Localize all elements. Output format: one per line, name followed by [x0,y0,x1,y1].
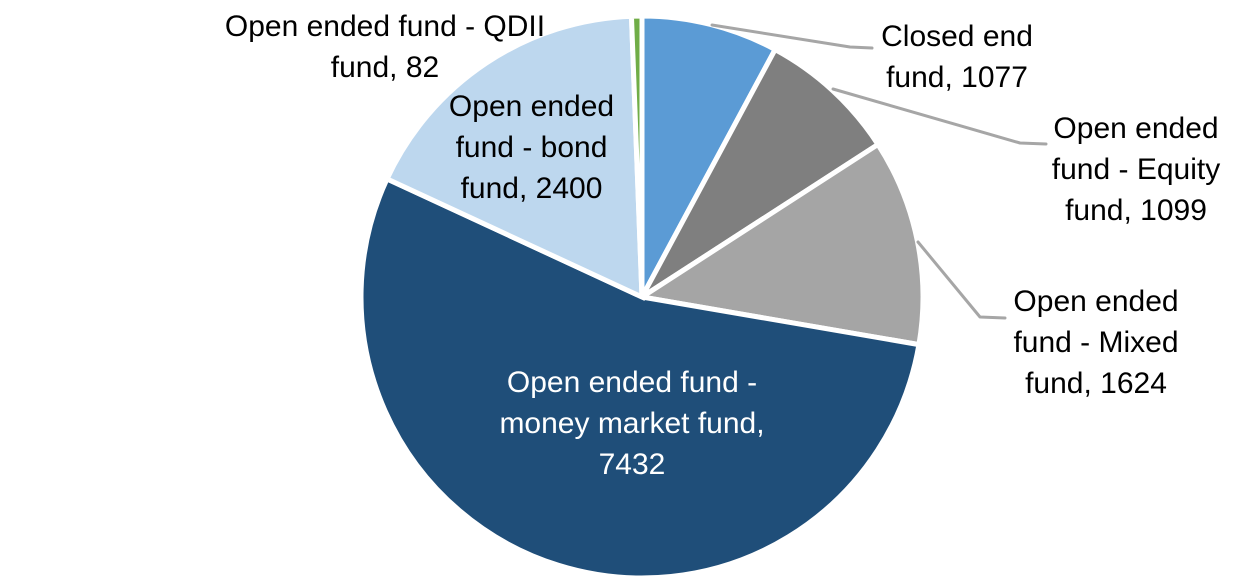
pie-slice-open-ended-mixed-fund [635,141,926,348]
pie-slice-open-ended-bond-fund [383,13,645,301]
pie-slice-open-ended-qdii-fund [628,13,645,298]
pie-slice-open-ended-money-market-fund [358,175,922,581]
data-label-open-ended-money-market-fund: Open ended fund - money market fund, 743… [499,366,765,481]
leader-line-open-ended-equity-fund [831,87,1048,146]
leader-line-open-ended-mixed-fund [916,240,1007,320]
pie-slices-group [358,13,926,581]
data-label-closed-end-fund: Closed end fund, 1077 [881,20,1033,94]
leader-line-closed-end-fund [710,23,874,50]
pie-slice-open-ended-equity-fund [639,46,882,300]
data-label-open-ended-mixed-fund: Open ended fund - Mixed fund, 1624 [1013,285,1179,400]
data-label-open-ended-bond-fund: Open ended fund - bond fund, 2400 [448,90,615,205]
data-label-open-ended-qdii-fund: Open ended fund - QDII fund, 82 [224,10,546,84]
data-label-open-ended-equity-fund: Open ended fund - Equity fund, 1099 [1051,112,1221,227]
